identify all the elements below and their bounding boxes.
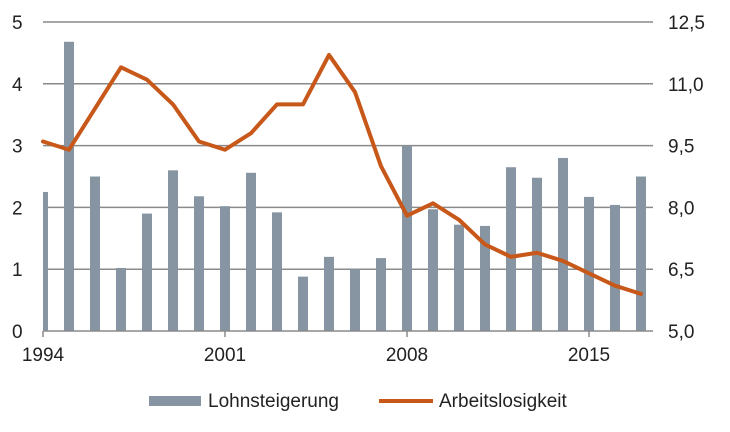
legend-label-lohnsteigerung: Lohnsteigerung <box>208 391 339 412</box>
left-axis-tick-label: 2 <box>12 198 23 219</box>
line-series-arbeitslosigkeit <box>43 55 641 294</box>
bar-2017 <box>636 177 646 332</box>
bar-2008 <box>402 146 412 331</box>
arbeitslosigkeit-line <box>43 55 641 294</box>
bar-1995 <box>64 42 74 331</box>
x-axis-tick-label: 2001 <box>204 345 246 366</box>
right-axis-tick-label: 5,0 <box>668 322 694 343</box>
legend: Lohnsteigerung Arbeitslosigkeit <box>149 391 567 412</box>
bar-2001 <box>220 206 230 331</box>
bar-2007 <box>376 258 386 331</box>
bar-2015 <box>584 197 594 331</box>
right-axis-tick-label: 6,5 <box>668 260 694 281</box>
bar-1999 <box>168 170 178 331</box>
bar-2009 <box>428 209 438 331</box>
legend-swatch-lohnsteigerung <box>149 396 201 406</box>
right-axis-tick-label: 11,0 <box>668 75 704 96</box>
x-axis-tick-label: 2015 <box>568 345 610 366</box>
bar-2003 <box>272 212 282 331</box>
bar-1997 <box>116 268 126 331</box>
bar-2012 <box>506 167 516 331</box>
x-axis-tick-label: 1994 <box>22 345 65 366</box>
left-axis-tick-label: 1 <box>12 260 23 281</box>
bar-2002 <box>246 173 256 331</box>
bar-1998 <box>142 214 152 331</box>
bar-2006 <box>350 269 360 331</box>
bar-2016 <box>610 205 620 331</box>
left-axis-tick-label: 4 <box>12 75 23 96</box>
right-axis-tick-label: 9,5 <box>668 137 694 158</box>
bar-series-lohnsteigerung <box>38 42 646 331</box>
right-axis-tick-label: 8,0 <box>668 198 694 219</box>
left-axis-tick-label: 0 <box>12 322 23 343</box>
bar-2004 <box>298 277 308 331</box>
left-axis-tick-label: 3 <box>12 137 23 158</box>
bar-1994 <box>38 192 48 331</box>
right-axis-tick-label: 12,5 <box>668 13 705 34</box>
bar-2014 <box>558 158 568 331</box>
legend-label-arbeitslosigkeit: Arbeitslosigkeit <box>439 391 567 412</box>
bar-1996 <box>90 177 100 332</box>
x-axis-tick-label: 2008 <box>386 345 428 366</box>
bar-2010 <box>454 225 464 331</box>
bar-2000 <box>194 196 204 331</box>
left-axis-tick-label: 5 <box>12 13 23 34</box>
x-axis <box>43 331 653 337</box>
bar-2005 <box>324 257 334 331</box>
